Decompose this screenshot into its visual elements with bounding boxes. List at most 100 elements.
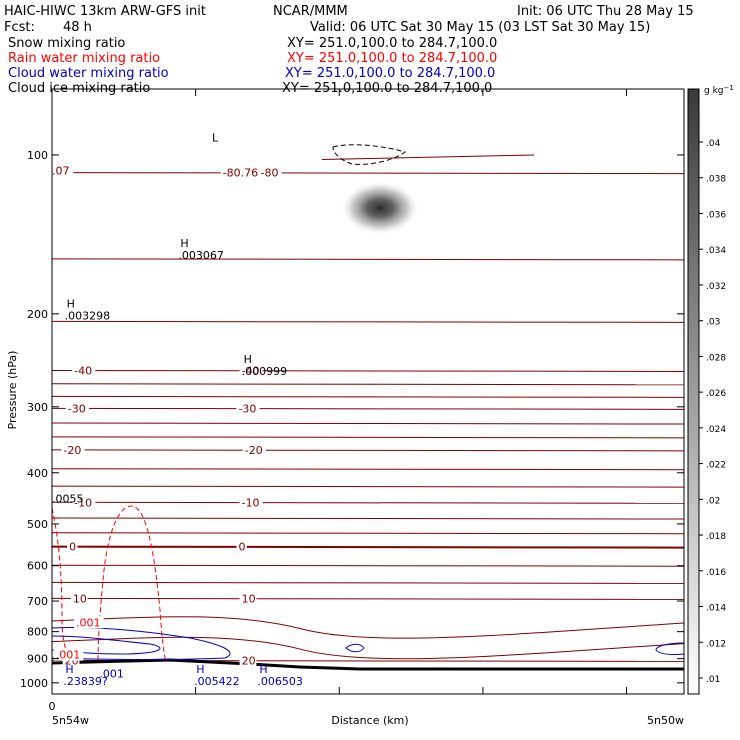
- isotherm-label-bg: [67, 540, 78, 553]
- init-label: Init: 06 UTC Thu 28 May 15: [517, 4, 694, 19]
- colorbar-tick-label: .036: [706, 210, 726, 220]
- colorbar-tick-label: .038: [706, 175, 726, 185]
- colorbar-tick-label: .01: [706, 675, 720, 685]
- isotherm-label: -20: [63, 444, 81, 457]
- isotherm-label: -80.76: [223, 167, 258, 180]
- extremum-value: .23839?: [63, 675, 107, 688]
- y-tick-label: 200: [27, 308, 48, 321]
- x-end-right-label: 5n50w: [647, 714, 684, 727]
- y-tick-label: 700: [27, 595, 48, 608]
- extremum-letter: H: [65, 663, 73, 676]
- extremum-letter: H: [259, 663, 267, 676]
- colorbar-fill: [687, 88, 700, 695]
- valid-label: Valid: 06 UTC Sat 30 May 15 (03 LST Sat …: [310, 20, 650, 35]
- isotherm-label-bg: [65, 402, 89, 415]
- contour-label: .07: [52, 164, 70, 177]
- fcst-value: 48 h: [63, 20, 92, 35]
- x-end-left-label: 5n54w: [52, 714, 89, 727]
- isotherm-line: [52, 485, 684, 488]
- isotherm-line: [52, 407, 684, 410]
- extremum-letter: H: [196, 663, 204, 676]
- extremum-value: .003067: [178, 249, 224, 262]
- colorbar-tick-label: .03: [706, 318, 720, 328]
- cloud-water-contour: [345, 643, 365, 653]
- cloud-ice-contour: [332, 144, 407, 165]
- colorbar-tick-label: .028: [706, 353, 726, 363]
- contour-label-bg: [53, 648, 84, 661]
- extremum-letter: H: [180, 237, 188, 250]
- org-label: NCAR/MMM: [273, 4, 348, 19]
- isotherm-label-bg: [70, 592, 88, 605]
- isotherm-line: [52, 517, 684, 520]
- isotherm-line: [52, 320, 684, 323]
- y-tick-label: 900: [27, 653, 48, 666]
- extremum-value: .0055: [52, 493, 84, 506]
- isotherm-line: [52, 616, 684, 639]
- contour-label: .001: [99, 667, 124, 680]
- isotherm-label: -10: [242, 496, 260, 509]
- plot-title: HAIC-HIWC 13km ARW-GFS init: [4, 4, 206, 19]
- colorbar-tick-label: .04: [706, 139, 721, 149]
- rain-contour: [97, 505, 167, 663]
- isotherm-label-bg: [239, 592, 257, 605]
- isotherm-label-bg: [72, 364, 96, 377]
- isotherm-line: [321, 154, 535, 160]
- field-cloudwater-name: Cloud water mixing ratio: [8, 66, 169, 81]
- extremum-value: .005422: [194, 675, 240, 688]
- isotherm-line: [52, 545, 684, 549]
- isotherm-line: [52, 636, 684, 660]
- isotherm-label: 0: [69, 541, 76, 554]
- isotherm-label-bg: [236, 402, 260, 415]
- y-tick-label: 800: [27, 626, 48, 639]
- fcst-label: Fcst:: [4, 20, 35, 35]
- extremum-letter: H: [244, 353, 252, 366]
- isotherm-label: 0: [238, 541, 245, 554]
- contour-label-bg: [74, 616, 104, 629]
- y-axis-title: Pressure (hPa): [6, 351, 19, 430]
- field-rain-xy: XY= 251.0,100.0 to 284.7,100.0: [287, 51, 497, 66]
- colorbar-ticks: .01 .012 .014 .016 .018 .02 .022 .024 .026 .028 .0…: [699, 139, 726, 685]
- extremum-letter: L: [212, 132, 219, 145]
- isotherm-label-bg: [258, 166, 282, 179]
- snow-shading-max: [340, 181, 420, 235]
- x-axis-title: Distance (km): [331, 714, 408, 727]
- isotherm-line: [52, 383, 684, 386]
- colorbar-tick-label: .022: [706, 461, 726, 471]
- colorbar-tick-label: .032: [706, 282, 726, 292]
- isotherm-label-bg: [239, 496, 263, 509]
- colorbar-tick-label: .02: [706, 496, 720, 506]
- isotherm-label-bg: [239, 364, 263, 377]
- cloud-water-contour: [52, 626, 231, 660]
- isotherm-label: 10: [242, 592, 256, 605]
- isotherm-label: 20: [242, 654, 256, 667]
- field-cloudwater-xy: XY= 251.0,100.0 to 284.7,100.0: [285, 66, 495, 81]
- plot-frame: [51, 88, 685, 695]
- isotherm-label-bg: [220, 166, 264, 179]
- colorbar-tick-label: .014: [706, 604, 726, 614]
- isotherm-line: [52, 468, 684, 471]
- isotherm-label: -40: [74, 364, 92, 377]
- isotherm-line: [52, 395, 684, 398]
- isotherm-label: -40: [242, 364, 260, 377]
- colorbar-unit: g kg−1: [704, 84, 734, 96]
- colorbar-unit-text: g kg: [704, 86, 724, 96]
- isotherm-line: [52, 597, 684, 600]
- y-tick-label: 1000: [20, 677, 48, 690]
- contour-labels: -80.76 -80 -40 -40 -30 -30 -20 -20 -10 -10 0 0 10 10 2…: [52, 132, 303, 688]
- contour-label-bg: [52, 164, 74, 177]
- isotherm-line: [52, 172, 684, 175]
- isotherm-label-bg: [239, 654, 257, 667]
- isotherm-label: -20: [245, 444, 263, 457]
- isotherm-line: [52, 436, 684, 439]
- isotherm-label: -80: [261, 167, 279, 180]
- x-axis: [51, 89, 628, 694]
- extremum-letter: H: [67, 298, 75, 311]
- isotherm-label: 10: [73, 592, 87, 605]
- colorbar-tick-label: .034: [706, 246, 726, 256]
- isotherm-line: [52, 501, 684, 504]
- plot-area: -80.76 -80 -40 -40 -30 -30 -20 -20 -10 -10 0 0 10 10 2…: [52, 132, 684, 688]
- colorbar-tick-label: .018: [706, 532, 726, 542]
- extremum-value: .003298: [65, 310, 111, 323]
